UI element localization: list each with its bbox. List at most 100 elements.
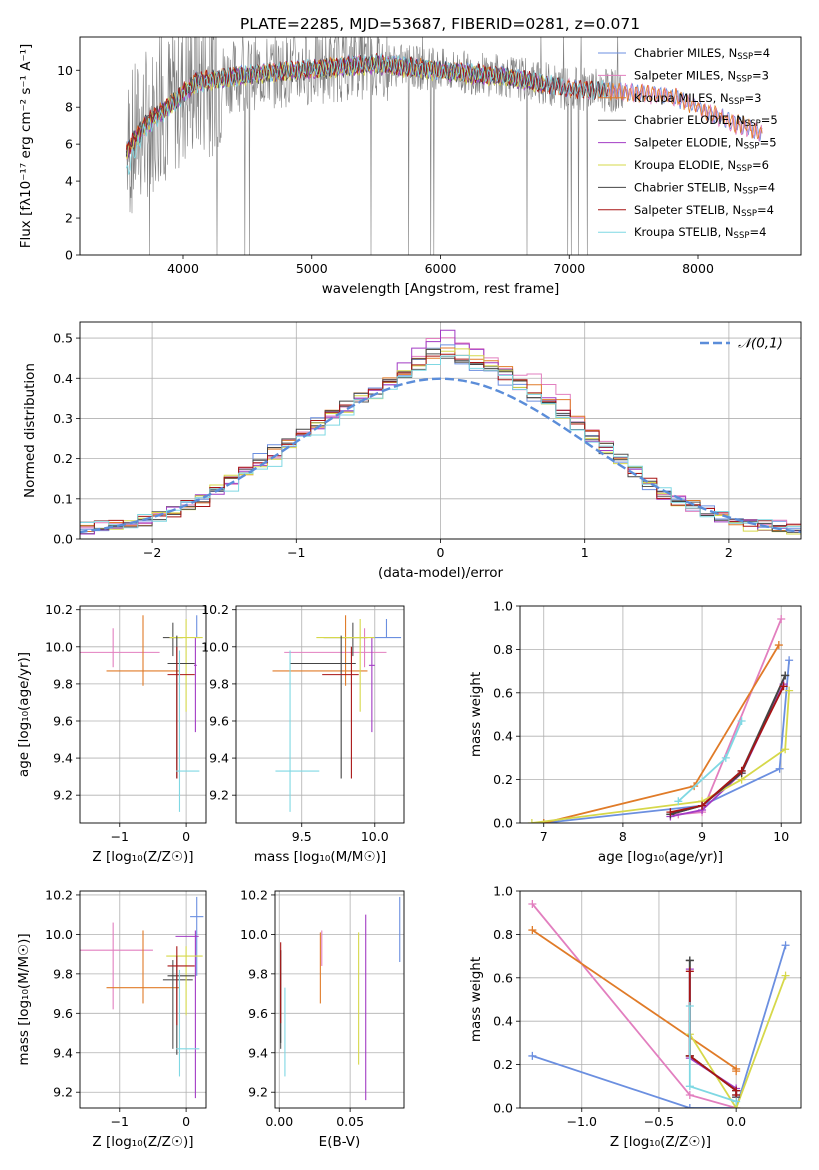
plus-marker bbox=[777, 615, 786, 624]
y-tick-label: 0.2 bbox=[53, 451, 73, 466]
y-tick-label: 10 bbox=[57, 63, 73, 78]
x-tick-label: 0.00 bbox=[265, 1114, 293, 1129]
x-tick-label: 9 bbox=[698, 829, 706, 844]
spectrum-plot-area bbox=[125, 37, 763, 255]
error-bar-point bbox=[316, 618, 375, 712]
y-tick-label: 9.4 bbox=[248, 1045, 268, 1060]
y-tick-label: 0.2 bbox=[493, 772, 513, 787]
mass-weight-line bbox=[543, 644, 780, 823]
plus-marker bbox=[528, 1051, 537, 1060]
y-tick-label: 10.2 bbox=[240, 887, 268, 902]
error-bar-point bbox=[169, 618, 203, 712]
plus-marker bbox=[685, 1002, 694, 1011]
x-tick-label: −1 bbox=[111, 829, 129, 844]
mass-weight-line bbox=[688, 971, 738, 1095]
age-vs-Z-plot-area bbox=[80, 615, 203, 812]
residuals-axes: −2 −1 0 1 2 0.0 0.1 0.2 0.3 0.4 0.5 (data-model)/er… bbox=[22, 321, 802, 581]
legend-label: Kroupa STELIB, NSSP=4 bbox=[634, 225, 766, 241]
y-tick-label: 1.0 bbox=[493, 884, 513, 899]
x-tick-label: 7000 bbox=[553, 261, 585, 276]
axes-frame bbox=[79, 321, 802, 540]
mass-weight-line bbox=[688, 960, 738, 1095]
error-bar-point bbox=[167, 946, 195, 1026]
x-axis-label: Z [log₁₀(Z/Z☉)] bbox=[92, 1134, 193, 1150]
y-tick-label: 9.8 bbox=[53, 966, 73, 981]
x-axis-label: Z [log₁₀(Z/Z☉)] bbox=[610, 1134, 711, 1150]
x-axis-label: mass [log₁₀(M/M☉)] bbox=[254, 849, 386, 865]
mass-weight-line bbox=[688, 969, 738, 1098]
plus-marker bbox=[685, 1082, 694, 1091]
legend-label: Salpeter ELODIE, NSSP=5 bbox=[634, 136, 777, 152]
mass-weight-line bbox=[543, 660, 790, 823]
spectrum-legend: Chabrier MILES, NSSP=4 Salpeter MILES, NS… bbox=[598, 46, 778, 241]
mass-weight-vs-age-axes: 7 8 9 10 0.0 0.2 0.4 0.6 0.8 1.0 age [log₁₀(age/yr… bbox=[468, 599, 802, 865]
y-tick-label: 0.5 bbox=[53, 331, 73, 346]
plus-marker bbox=[732, 1097, 741, 1106]
residuals-plot-area bbox=[80, 329, 801, 535]
y-tick-label: 10.2 bbox=[45, 887, 73, 902]
mass-weight-vs-Z-plot-area bbox=[528, 900, 790, 1108]
y-tick-label: 9.4 bbox=[53, 751, 73, 766]
axes-frame bbox=[274, 890, 405, 1109]
error-bar-point bbox=[176, 969, 200, 1077]
x-tick-label: 8000 bbox=[682, 261, 714, 276]
y-tick-label: 9.8 bbox=[209, 676, 229, 691]
y-tick-label: 10.0 bbox=[45, 639, 73, 654]
mass-vs-Z-plot-area bbox=[80, 896, 204, 1099]
mass-weight-line bbox=[532, 945, 787, 1108]
y-axis-label: Flux [fλ10⁻¹⁷ erg cm⁻² s⁻¹ A⁻¹] bbox=[18, 44, 34, 249]
plus-marker bbox=[781, 941, 790, 950]
plus-marker bbox=[737, 717, 746, 726]
y-tick-label: 10.0 bbox=[201, 639, 229, 654]
y-tick-label: 0.8 bbox=[493, 642, 513, 657]
y-tick-label: 9.6 bbox=[209, 713, 229, 728]
age-vs-mass-axes: 9.5 10.0 9.2 9.4 9.6 9.8 10.0 10.2 mass [log₁₀(M… bbox=[201, 602, 405, 865]
model-spectrum-line bbox=[125, 53, 608, 175]
mass-weight-vs-Z-axes: −1.0 −0.5 0.0 0.0 0.2 0.4 0.6 0.8 1.0 Z [log₁₀(Z/… bbox=[468, 884, 802, 1150]
y-tick-label: 0.0 bbox=[53, 532, 73, 547]
y-tick-label: 10.2 bbox=[45, 602, 73, 617]
error-bar-point bbox=[167, 956, 195, 1055]
mass-vs-EBV-plot-area bbox=[280, 896, 401, 1101]
x-axis-label: wavelength [Angstrom, rest frame] bbox=[322, 281, 560, 297]
y-tick-label: 0.6 bbox=[493, 685, 513, 700]
plus-marker bbox=[781, 671, 790, 680]
y-tick-label: 0.0 bbox=[493, 816, 513, 831]
error-bar-point bbox=[275, 650, 320, 812]
y-tick-label: 0.4 bbox=[493, 729, 513, 744]
age-vs-mass-plot-area bbox=[272, 615, 402, 812]
x-axis-label: (data-model)/error bbox=[378, 565, 504, 581]
plus-marker bbox=[674, 797, 683, 806]
axes-frame bbox=[519, 890, 802, 1109]
error-bar-point bbox=[284, 628, 387, 668]
y-tick-label: 9.4 bbox=[209, 751, 229, 766]
plus-marker bbox=[528, 926, 537, 935]
plus-marker bbox=[781, 971, 790, 980]
legend-label: Salpeter MILES, NSSP=3 bbox=[634, 68, 769, 84]
plus-marker bbox=[774, 641, 783, 650]
y-tick-label: 9.8 bbox=[248, 966, 268, 981]
age-vs-Z-axes: −1 0 9.2 9.4 9.6 9.8 10.0 10.2 Z [log₁₀(Z/Z☉)] ag… bbox=[16, 602, 207, 865]
plus-marker bbox=[539, 819, 548, 823]
legend-label: Chabrier STELIB, NSSP=4 bbox=[634, 180, 775, 196]
x-tick-label: 8 bbox=[619, 829, 627, 844]
figure-title: PLATE=2285, MJD=53687, FIBERID=0281, z=0… bbox=[240, 15, 640, 33]
x-tick-label: 6000 bbox=[425, 261, 457, 276]
plus-marker bbox=[737, 766, 746, 775]
error-bar-point bbox=[106, 615, 180, 686]
y-tick-label: 9.2 bbox=[209, 788, 229, 803]
error-bar-point bbox=[167, 635, 195, 779]
plus-marker bbox=[732, 1067, 741, 1076]
y-tick-label: 6 bbox=[65, 137, 73, 152]
y-tick-label: 0.4 bbox=[53, 371, 73, 386]
x-tick-label: 7 bbox=[540, 829, 548, 844]
x-tick-label: −2 bbox=[143, 545, 161, 560]
legend-label: Chabrier ELODIE, NSSP=5 bbox=[634, 113, 778, 129]
mass-vs-EBV-axes: 0.00 0.05 9.2 9.4 9.6 9.8 10.0 10.2 E(B-V) bbox=[240, 887, 405, 1150]
x-tick-label: −1 bbox=[287, 545, 305, 560]
axes-frame bbox=[79, 36, 802, 256]
mass-weight-line bbox=[531, 929, 738, 1072]
y-tick-label: 9.6 bbox=[53, 713, 73, 728]
